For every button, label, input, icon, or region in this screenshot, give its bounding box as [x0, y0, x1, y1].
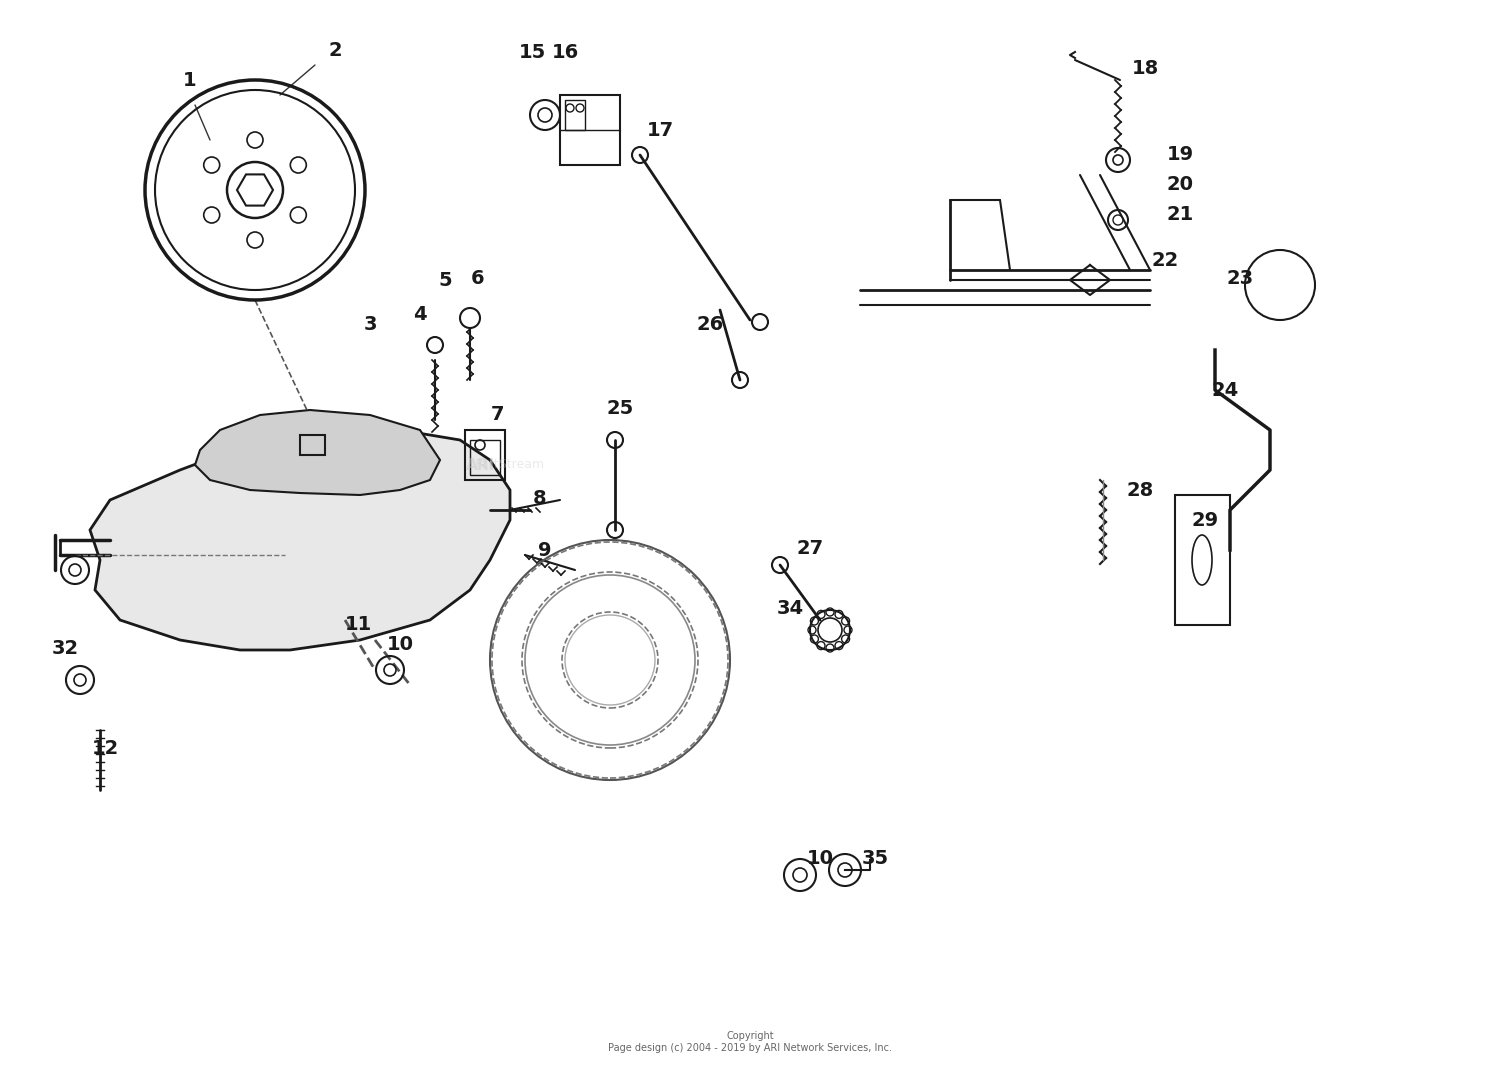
Text: 7: 7 — [492, 405, 504, 425]
Bar — [470, 440, 500, 475]
Text: ARI: ARI — [465, 457, 495, 472]
Text: 27: 27 — [796, 539, 824, 557]
Text: 8: 8 — [532, 488, 548, 508]
Text: 24: 24 — [1212, 381, 1239, 400]
Text: 23: 23 — [1227, 268, 1254, 288]
Text: 5: 5 — [438, 271, 452, 290]
Bar — [560, 95, 620, 165]
Text: 3: 3 — [363, 316, 376, 334]
Text: 12: 12 — [92, 738, 118, 758]
Text: 19: 19 — [1167, 146, 1194, 165]
Text: 21: 21 — [1167, 206, 1194, 224]
Text: 10: 10 — [387, 636, 414, 654]
Text: 34: 34 — [777, 598, 804, 618]
Text: 15: 15 — [519, 42, 546, 61]
Bar — [465, 430, 506, 480]
Text: 10: 10 — [807, 848, 834, 868]
Text: 29: 29 — [1191, 511, 1218, 529]
Text: Copyright
Page design (c) 2004 - 2019 by ARI Network Services, Inc.: Copyright Page design (c) 2004 - 2019 by… — [608, 1032, 892, 1053]
Text: 18: 18 — [1131, 58, 1158, 78]
Text: 25: 25 — [606, 399, 633, 417]
Text: 11: 11 — [345, 616, 372, 635]
Circle shape — [460, 308, 480, 328]
Text: 16: 16 — [552, 42, 579, 61]
Polygon shape — [195, 410, 440, 495]
Text: 35: 35 — [861, 848, 888, 868]
Bar — [300, 436, 326, 455]
Text: 22: 22 — [1152, 250, 1179, 270]
Bar — [1174, 495, 1230, 625]
Text: 2: 2 — [328, 41, 342, 59]
Text: PartStream: PartStream — [476, 458, 544, 471]
Text: 4: 4 — [413, 305, 428, 324]
Text: 9: 9 — [538, 540, 552, 559]
Text: 26: 26 — [696, 316, 723, 334]
Text: 28: 28 — [1126, 481, 1154, 499]
Text: 1: 1 — [183, 70, 196, 89]
Text: 6: 6 — [471, 268, 484, 288]
Polygon shape — [90, 430, 510, 650]
Text: 17: 17 — [646, 121, 674, 139]
Bar — [566, 100, 585, 130]
Text: 32: 32 — [51, 638, 78, 658]
Text: 20: 20 — [1167, 176, 1194, 194]
